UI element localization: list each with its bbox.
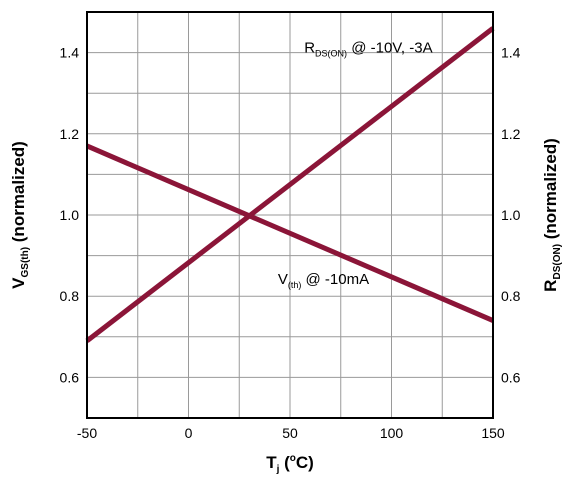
right-y-tick-label: 0.6	[501, 369, 521, 385]
left-y-axis-title: VGS(th) (normalized)	[9, 141, 31, 289]
x-tick-label: 150	[481, 425, 505, 441]
right-y-tick-label: 0.8	[501, 288, 521, 304]
vth-series-line	[86, 143, 494, 323]
x-tick-label: 50	[282, 425, 298, 441]
left-y-tick-label: 1.4	[60, 45, 80, 61]
right-y-tick-label: 1.0	[501, 207, 521, 223]
grid	[87, 12, 493, 418]
left-y-tick-label: 1.2	[60, 126, 80, 142]
ticks: -50 0 50 100 150 0.6 0.6 0.8 0.8 1.0 1.0 1.2 1.2 1.4 1…	[60, 45, 521, 441]
x-tick-label: -50	[77, 425, 97, 441]
left-y-tick-label: 0.8	[60, 288, 80, 304]
plot-frame	[86, 11, 494, 419]
x-tick-label: 0	[185, 425, 193, 441]
rdson-series-line	[85, 26, 495, 343]
right-y-tick-label: 1.2	[501, 126, 521, 142]
rdson-annotation: RDS(ON) @ -10V, -3A	[304, 40, 432, 59]
vth-annotation: V(th) @ -10mA	[278, 271, 369, 290]
x-tick-label: 100	[380, 425, 404, 441]
left-y-tick-label: 1.0	[60, 207, 80, 223]
series-layer	[85, 26, 495, 343]
x-axis-title: Tj (oC)	[266, 453, 314, 475]
right-y-tick-label: 1.4	[501, 45, 521, 61]
left-y-tick-label: 0.6	[60, 369, 80, 385]
right-y-axis-title: RDS(ON) (normalized)	[541, 138, 563, 292]
